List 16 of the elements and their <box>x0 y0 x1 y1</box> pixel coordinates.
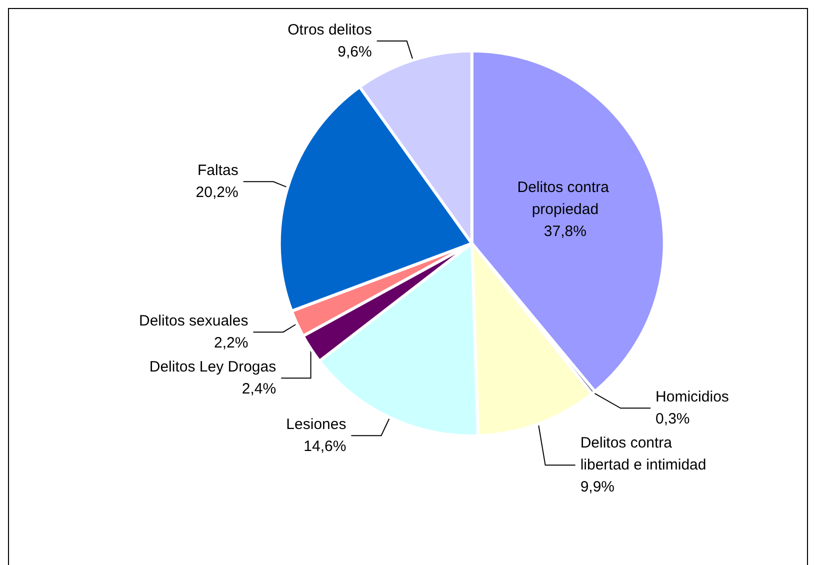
data-label: 9,6% <box>338 44 372 61</box>
slice-label: Faltas <box>197 162 238 180</box>
data-label: 2,2% <box>214 334 248 352</box>
data-label: 2,4% <box>242 380 276 398</box>
data-label: 20,2% <box>196 184 238 202</box>
slice-label: Delitos contra libertad e intimidad <box>580 434 706 474</box>
data-label: 14,6% <box>304 438 346 456</box>
slice-label: Delitos contra propiedad <box>517 179 614 218</box>
data-label: 9,9% <box>580 478 615 496</box>
slice-label: Delitos sexuales <box>139 312 248 330</box>
slice-label: Delitos Ley Drogas <box>149 358 276 376</box>
slice-label: Lesiones <box>286 416 346 434</box>
slice-label: Otros delitos <box>288 22 372 39</box>
slice-label: Homicidios <box>656 388 729 406</box>
data-label: 0,3% <box>656 410 690 428</box>
data-label: 37,8% <box>544 223 586 240</box>
